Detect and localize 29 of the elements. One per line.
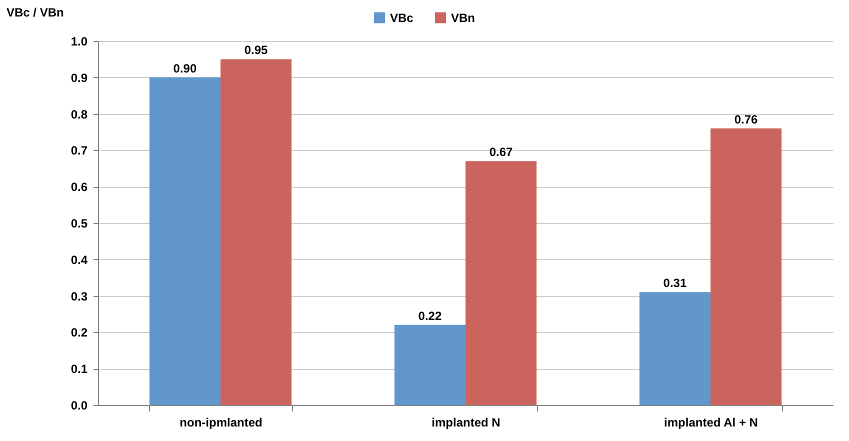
- y-tick-label: 0.1: [70, 362, 88, 376]
- bar: [220, 59, 292, 405]
- y-tick-label: 1.0: [70, 34, 88, 48]
- data-label: 0.76: [734, 112, 758, 126]
- data-label: 0.90: [173, 61, 197, 76]
- y-tick-label: 0.8: [70, 107, 88, 122]
- bar: [149, 77, 220, 405]
- y-tick-label: 0.2: [70, 326, 88, 340]
- y-tick-label: 0.9: [70, 70, 88, 85]
- x-tick-label: non-ipmlanted: [180, 416, 262, 430]
- data-label: 0.31: [663, 276, 687, 290]
- data-label: 0.67: [489, 145, 514, 160]
- legend-label: VBn: [451, 10, 475, 25]
- legend-label: VBc: [390, 10, 414, 25]
- data-label: 0.95: [244, 43, 268, 58]
- y-axis-title: VBc / VBn: [6, 6, 64, 20]
- y-tick-label: 0.3: [70, 289, 88, 304]
- bar: [639, 292, 710, 405]
- data-label: 0.22: [418, 308, 442, 323]
- x-tick-label: implanted Al + N: [664, 416, 758, 430]
- x-tick-label: implanted N: [432, 416, 500, 430]
- bar: [466, 161, 537, 405]
- bar: [394, 324, 466, 405]
- y-tick-label: 0.6: [70, 180, 88, 194]
- y-tick-label: 0.0: [70, 398, 88, 412]
- y-tick-label: 0.4: [70, 252, 88, 267]
- y-tick-label: 0.5: [70, 216, 88, 230]
- y-tick-label: 0.7: [70, 144, 88, 158]
- bar: [710, 128, 782, 405]
